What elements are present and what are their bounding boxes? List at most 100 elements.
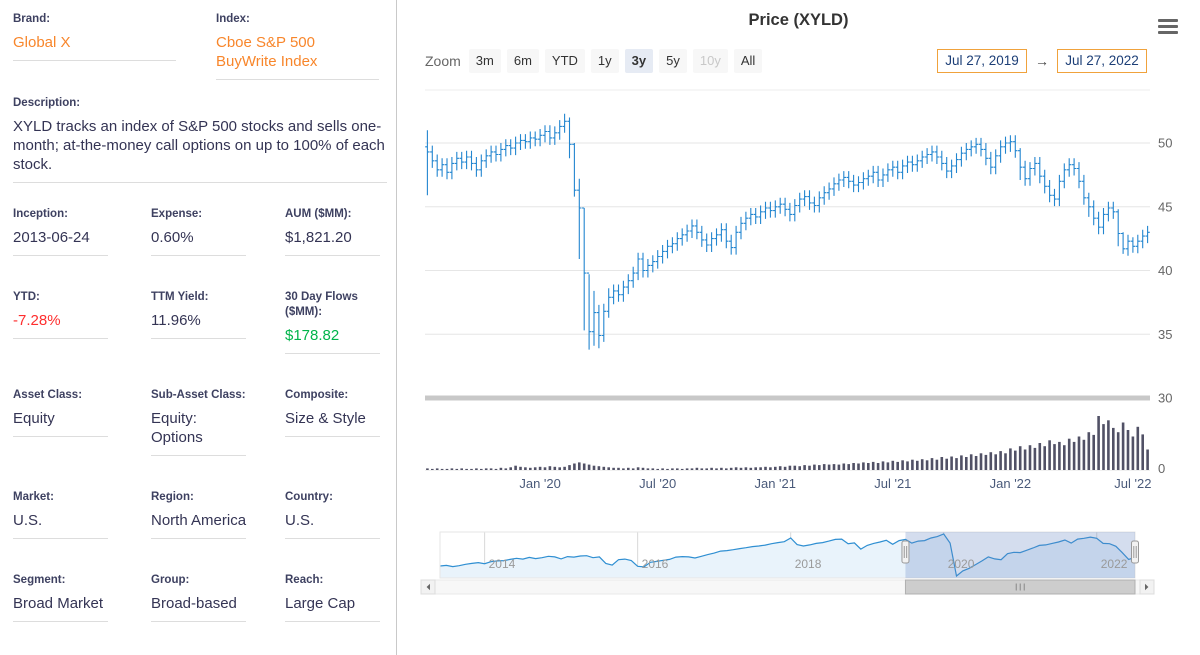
- info-row: Segment: Broad Market Group: Broad-based Rea…: [13, 573, 388, 622]
- field-inception: Inception: 2013-06-24: [13, 207, 151, 256]
- etf-info-panel: Brand: Global X Index: Cboe S&P 500 BuyWrit…: [0, 0, 397, 655]
- field-underline: [13, 338, 108, 339]
- field-value-ttm-yield: 11.96%: [151, 312, 201, 329]
- field-label: Asset Class:: [13, 389, 83, 401]
- field-label: Description:: [13, 97, 81, 109]
- field-ytd: YTD: -7.28%: [13, 290, 151, 354]
- field-composite: Composite: Size & Style: [285, 388, 388, 456]
- navigator-handle-left[interactable]: [901, 540, 910, 564]
- svg-text:Jul '22: Jul '22: [1114, 476, 1151, 491]
- zoom-button-1y[interactable]: 1y: [590, 49, 619, 73]
- field-30-day-flows-mm: 30 Day Flows ($MM): $178.82: [285, 290, 388, 354]
- field-label: Region:: [151, 491, 194, 503]
- field-value-inception: 2013-06-24: [13, 229, 90, 246]
- zoom-group: Zoom 3m 6m YTD 1y 3y 5y 10y All: [425, 49, 763, 73]
- field-underline: [13, 621, 108, 622]
- field-label: Index:: [216, 13, 250, 25]
- svg-text:Jan '22: Jan '22: [990, 476, 1032, 491]
- field-underline: [13, 60, 176, 61]
- field-underline: [216, 79, 379, 80]
- field-description: Description: XYLD tracks an index of S&P …: [13, 96, 388, 183]
- field-group: Group: Broad-based: [151, 573, 285, 622]
- zoom-button-6m[interactable]: 6m: [506, 49, 539, 73]
- field-region: Region: North America: [151, 490, 285, 539]
- field-value-index[interactable]: Cboe S&P 500 BuyWrite Index: [216, 34, 318, 70]
- field-underline: [151, 338, 246, 339]
- volume-zero-label: 0: [1158, 461, 1165, 476]
- field-value-aum-mm: $1,821.20: [285, 229, 352, 246]
- field-value-market: U.S.: [13, 512, 43, 529]
- zoom-buttons: 3m 6m YTD 1y 3y 5y 10y All: [468, 49, 763, 73]
- field-underline: [285, 255, 380, 256]
- field-label: AUM ($MM):: [285, 208, 352, 220]
- field-label: 30 Day Flows ($MM):: [285, 291, 358, 318]
- scrollbar[interactable]: [420, 579, 1155, 595]
- field-market: Market: U.S.: [13, 490, 151, 539]
- field-value-composite: Size & Style: [285, 410, 366, 427]
- navigator-handle-right[interactable]: [1131, 540, 1139, 564]
- range-arrow-icon: →: [1035, 53, 1049, 69]
- chart-title: Price (XYLD): [748, 11, 849, 29]
- field-underline: [13, 538, 108, 539]
- svg-text:2016: 2016: [642, 557, 669, 571]
- field-ttm-yield: TTM Yield: 11.96%: [151, 290, 285, 354]
- field-label: TTM Yield:: [151, 291, 209, 303]
- scrollbar-left-arrow[interactable]: [420, 579, 436, 595]
- hamburger-bar: [1158, 30, 1178, 35]
- field-country: Country: U.S.: [285, 490, 388, 539]
- field-index: Index: Cboe S&P 500 BuyWrite Index: [216, 12, 388, 80]
- field-value-expense: 0.60%: [151, 229, 194, 246]
- zoom-button-ytd[interactable]: YTD: [544, 49, 585, 73]
- field-value-asset-class: Equity: [13, 410, 55, 427]
- field-asset-class: Asset Class: Equity: [13, 388, 151, 456]
- field-underline: [285, 538, 380, 539]
- field-label: Country:: [285, 491, 333, 503]
- field-value-brand[interactable]: Global X: [13, 34, 71, 51]
- scrollbar-right-arrow[interactable]: [1139, 579, 1155, 595]
- svg-text:35: 35: [1158, 327, 1172, 342]
- field-underline: [151, 455, 246, 456]
- field-value-30-day-flows-mm: $178.82: [285, 327, 340, 344]
- date-from-input[interactable]: Jul 27, 2019: [937, 49, 1027, 73]
- svg-text:45: 45: [1158, 199, 1172, 214]
- svg-text:2020: 2020: [948, 557, 975, 571]
- zoom-button-3m[interactable]: 3m: [468, 49, 501, 73]
- field-label: Reach:: [285, 574, 324, 586]
- field-label: Composite:: [285, 389, 349, 401]
- hamburger-icon[interactable]: [1158, 19, 1178, 37]
- price-grid: [425, 142, 1150, 335]
- info-row: Description: XYLD tracks an index of S&P …: [13, 96, 388, 183]
- zoom-button-all[interactable]: All: [733, 49, 763, 73]
- field-underline: [285, 353, 380, 354]
- navigator[interactable]: 2014 2016 2018 2020 2022: [439, 531, 1139, 579]
- zoom-button-3y[interactable]: 3y: [624, 49, 654, 73]
- svg-text:50: 50: [1158, 136, 1172, 151]
- field-underline: [13, 436, 108, 437]
- zoom-button-10y: 10y: [692, 49, 728, 73]
- field-reach: Reach: Large Cap: [285, 573, 388, 622]
- pane-resizer-handle[interactable]: [425, 395, 1150, 401]
- field-underline: [13, 182, 387, 183]
- field-aum-mm: AUM ($MM): $1,821.20: [285, 207, 388, 256]
- info-row: Inception: 2013-06-24 Expense: 0.60% AUM ($M…: [13, 207, 388, 256]
- navigator-selected-range[interactable]: [905, 532, 1135, 578]
- svg-text:2022: 2022: [1101, 557, 1128, 571]
- field-value-region: North America: [151, 512, 247, 529]
- field-brand: Brand: Global X: [13, 12, 216, 80]
- price-chart-panel: Price (XYLD) Zoom 3m 6m YTD 1y 3y 5y 10y All Ju…: [397, 0, 1200, 655]
- svg-text:Jan '20: Jan '20: [519, 476, 561, 491]
- date-to-input[interactable]: Jul 27, 2022: [1057, 49, 1147, 73]
- date-range-group: Jul 27, 2019 → Jul 27, 2022: [937, 49, 1147, 73]
- info-row: YTD: -7.28% TTM Yield: 11.96% 30 Day Flows (…: [13, 290, 388, 354]
- field-underline: [13, 255, 108, 256]
- field-label: Sub-Asset Class:: [151, 389, 246, 401]
- svg-text:40: 40: [1158, 263, 1172, 278]
- field-value-reach: Large Cap: [285, 595, 356, 612]
- hamburger-bar: [1158, 24, 1178, 29]
- info-row: Market: U.S. Region: North America Country: U…: [13, 490, 388, 539]
- field-underline: [151, 621, 246, 622]
- zoom-button-5y[interactable]: 5y: [659, 49, 687, 73]
- field-label: Market:: [13, 491, 54, 503]
